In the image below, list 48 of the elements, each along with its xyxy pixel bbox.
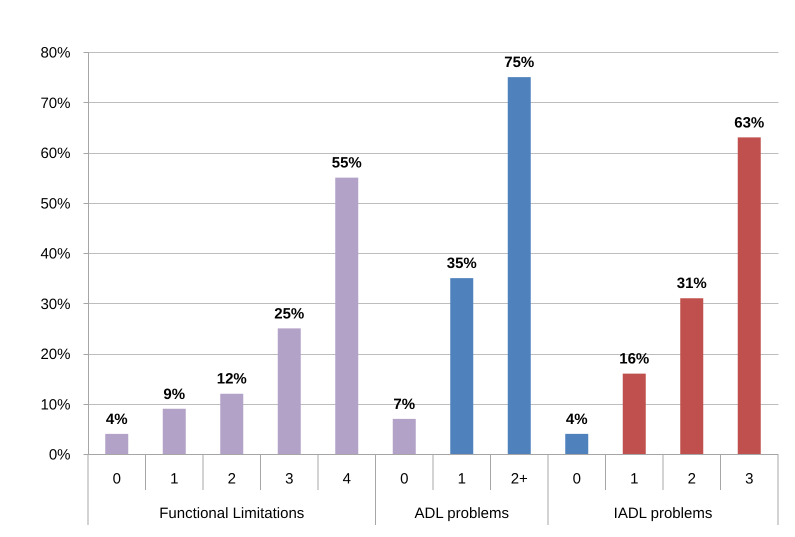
data-label: 25%: [274, 305, 304, 322]
x-tick-label: 3: [285, 470, 294, 488]
bar: [162, 408, 186, 454]
x-tick-label: 2: [228, 470, 236, 488]
text: ADL problems: [414, 505, 509, 522]
data-label: 4%: [566, 410, 588, 428]
bar: [105, 434, 128, 454]
bar: [508, 77, 531, 454]
bar: [738, 137, 761, 454]
y-tick-label: 20%: [40, 346, 70, 363]
x-tick-label: 1: [170, 470, 178, 488]
data-label: 75%: [504, 54, 534, 72]
y-tick-label: 30%: [40, 296, 70, 313]
x-tick-label: 3: [745, 470, 754, 488]
data-label: 63%: [734, 114, 764, 132]
x-tick-label: 0: [112, 470, 121, 488]
data-label: 4%: [106, 410, 128, 428]
bar: [278, 328, 301, 454]
bar: [680, 298, 704, 454]
y-tick-label: 70%: [40, 94, 70, 112]
y-tick-label: 50%: [40, 195, 70, 212]
x-tick-label: 1: [630, 470, 638, 488]
bar: [220, 394, 244, 454]
y-tick-label: 10%: [40, 396, 70, 414]
x-tick-label: 1: [458, 470, 466, 488]
x-tick-label: 0: [400, 470, 408, 488]
data-label: 16%: [619, 350, 650, 368]
data-label: 12%: [216, 370, 247, 388]
x-tick-label: 2: [688, 470, 696, 488]
y-tick-label: 0%: [48, 446, 70, 464]
bar: [392, 418, 416, 454]
data-label: 9%: [163, 386, 186, 403]
x-tick-label: 4: [342, 470, 351, 488]
data-label: 35%: [446, 255, 477, 272]
data-label: 31%: [676, 275, 707, 292]
x-tick-label: 0: [572, 470, 581, 488]
bar: [450, 278, 474, 454]
data-label: 55%: [332, 154, 362, 172]
text: IADL problems: [614, 505, 712, 522]
bar: [622, 374, 646, 454]
y-tick-label: 60%: [40, 145, 70, 162]
y-tick-label: 80%: [40, 44, 70, 62]
bar: [335, 178, 358, 454]
text: Functional Limitations: [159, 505, 304, 522]
bar: [565, 434, 588, 454]
x-tick-label: 2+: [510, 470, 528, 488]
data-label: 7%: [393, 396, 416, 413]
y-tick-label: 40%: [40, 246, 70, 262]
